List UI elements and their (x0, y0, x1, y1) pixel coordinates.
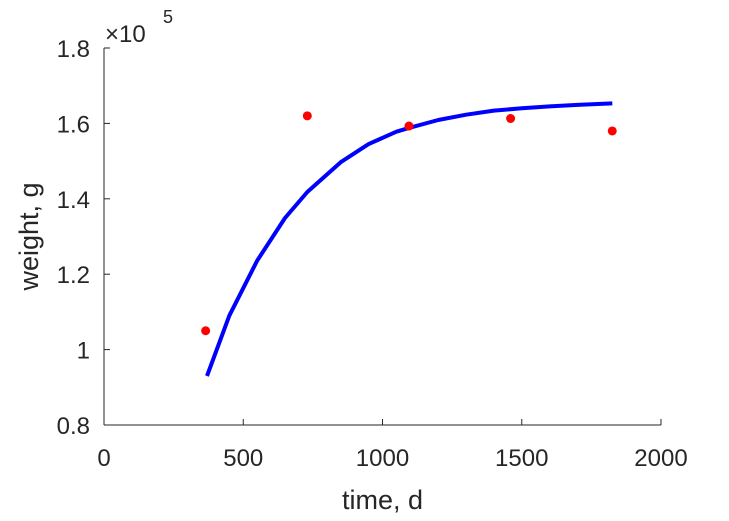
data-point (201, 326, 211, 336)
x-tick-label: 1500 (495, 445, 548, 472)
y-tick-label: 1.2 (57, 262, 90, 289)
y-ticks: 0.8 1 1.2 1.4 1.6 1.8 (57, 36, 110, 440)
y-tick-label: 1.8 (57, 36, 90, 63)
x-ticks: 0 500 1000 1500 2000 (97, 419, 688, 472)
y-tick-label: 1 (77, 338, 90, 365)
y-exponent-power: 5 (163, 7, 173, 27)
x-tick-label: 1000 (356, 445, 409, 472)
y-axis-label: weight, g (14, 182, 44, 291)
data-point (607, 126, 617, 136)
y-tick-label: 1.6 (57, 111, 90, 138)
y-tick-label: 0.8 (57, 413, 90, 440)
x-tick-label: 2000 (634, 445, 687, 472)
x-tick-label: 0 (97, 445, 110, 472)
data-point (506, 113, 516, 123)
y-tick-label: 1.4 (57, 187, 90, 214)
fit-curve (205, 101, 613, 377)
y-exponent-multiplier: ×10 (105, 21, 146, 48)
x-axis-label: time, d (342, 485, 423, 515)
data-point (404, 121, 414, 131)
x-tick-label: 500 (223, 445, 263, 472)
series (201, 101, 617, 377)
data-point (302, 111, 312, 121)
